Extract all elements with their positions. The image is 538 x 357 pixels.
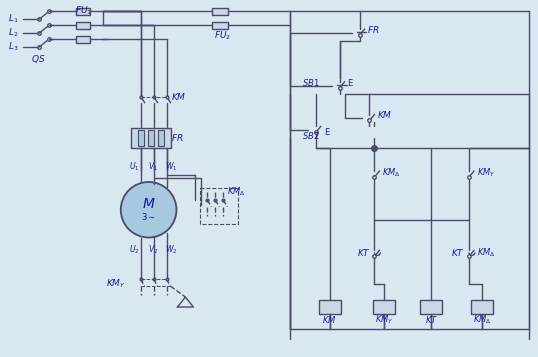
Text: $KM_Y$: $KM_Y$ xyxy=(375,313,394,326)
Text: E: E xyxy=(324,128,329,137)
Text: $FR$: $FR$ xyxy=(171,132,183,143)
Circle shape xyxy=(121,182,176,237)
Text: $L_3$: $L_3$ xyxy=(9,41,19,53)
Bar xyxy=(318,300,341,315)
Text: $KT$: $KT$ xyxy=(357,247,371,258)
Text: $KM_\Delta$: $KM_\Delta$ xyxy=(477,246,495,259)
FancyBboxPatch shape xyxy=(76,8,90,15)
Text: $M$: $M$ xyxy=(142,197,155,211)
Bar xyxy=(147,130,153,146)
Text: $SB1$: $SB1$ xyxy=(302,77,320,88)
Bar xyxy=(200,188,238,223)
Text: $KT$: $KT$ xyxy=(424,314,438,325)
Text: E: E xyxy=(348,79,353,88)
Text: $KM_\Delta$: $KM_\Delta$ xyxy=(383,167,401,179)
Text: $KM_\Delta$: $KM_\Delta$ xyxy=(227,186,246,198)
Text: $KM$: $KM$ xyxy=(171,91,186,102)
FancyBboxPatch shape xyxy=(213,8,228,15)
Text: $KM_\Delta$: $KM_\Delta$ xyxy=(472,313,491,326)
Text: $W_2$: $W_2$ xyxy=(165,243,177,256)
Text: $U_1$: $U_1$ xyxy=(129,161,139,174)
Text: $KM_Y$: $KM_Y$ xyxy=(106,278,126,291)
Text: $FU_1$: $FU_1$ xyxy=(75,4,93,16)
FancyBboxPatch shape xyxy=(76,36,90,42)
Text: $KM$: $KM$ xyxy=(322,314,337,325)
Text: $U_2$: $U_2$ xyxy=(129,243,139,256)
Bar xyxy=(131,129,171,148)
Text: $SB2$: $SB2$ xyxy=(302,130,320,141)
FancyBboxPatch shape xyxy=(213,22,228,29)
Text: $FR$: $FR$ xyxy=(367,24,380,35)
Text: $L_1$: $L_1$ xyxy=(9,13,19,25)
FancyBboxPatch shape xyxy=(76,22,90,29)
Text: $3\sim$: $3\sim$ xyxy=(141,211,156,222)
Bar xyxy=(158,130,164,146)
Bar xyxy=(471,300,493,315)
Text: $KM_Y$: $KM_Y$ xyxy=(477,167,495,179)
Text: $KT$: $KT$ xyxy=(451,247,465,258)
Text: $FU_2$: $FU_2$ xyxy=(214,30,231,42)
Text: $L_2$: $L_2$ xyxy=(9,27,19,39)
Text: $QS$: $QS$ xyxy=(31,53,46,65)
Text: $V_2$: $V_2$ xyxy=(147,243,158,256)
Text: $V_1$: $V_1$ xyxy=(147,161,158,174)
Bar xyxy=(138,130,144,146)
Bar xyxy=(420,300,442,315)
Bar xyxy=(373,300,395,315)
Text: $W_1$: $W_1$ xyxy=(165,161,177,174)
Text: $KM$: $KM$ xyxy=(378,109,393,120)
